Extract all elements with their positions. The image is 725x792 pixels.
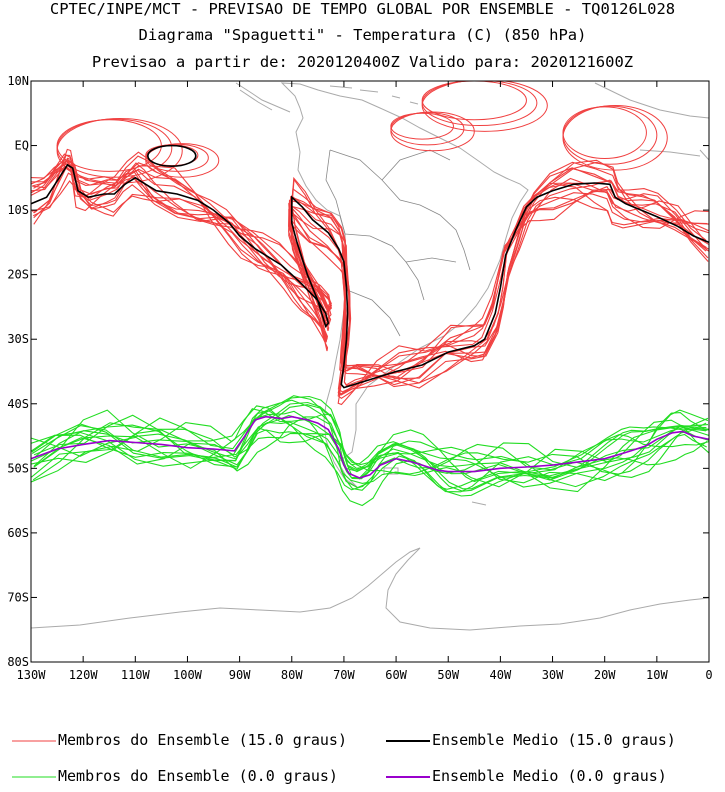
legend-label-member15: Membros do Ensemble (15.0 graus) bbox=[58, 731, 347, 749]
y-tick-label: 50S bbox=[7, 461, 29, 475]
legend-label-member0: Membros do Ensemble (0.0 graus) bbox=[58, 767, 338, 785]
y-tick-label: 70S bbox=[7, 590, 29, 604]
y-tick-label: 10N bbox=[7, 74, 29, 88]
y-tick-label: 80S bbox=[7, 655, 29, 669]
y-tick-label: EQ bbox=[15, 139, 29, 153]
member-0c-line-5 bbox=[31, 410, 708, 507]
south-america-coastline bbox=[280, 82, 529, 489]
member-15c-blob-15 bbox=[390, 111, 475, 152]
member-0c-line-8 bbox=[33, 414, 709, 481]
member-15c-blob-3 bbox=[145, 143, 220, 178]
member-15c-line-12 bbox=[33, 154, 708, 393]
y-tick-label: 20S bbox=[7, 268, 29, 282]
antarctica-coastline bbox=[31, 547, 709, 631]
member-0c-line-14 bbox=[33, 421, 707, 480]
member-0c-line-15 bbox=[31, 395, 709, 497]
x-tick-label: 50W bbox=[437, 668, 459, 682]
x-tick-label: 110W bbox=[121, 668, 151, 682]
member-0c-line-6 bbox=[31, 399, 709, 490]
legend-label-mean0: Ensemble Medio (0.0 graus) bbox=[432, 767, 667, 785]
member-0c-line-10 bbox=[31, 401, 709, 492]
y-tick-label: 10S bbox=[7, 203, 29, 217]
x-tick-label: 30W bbox=[542, 668, 564, 682]
member-15c-blob-9 bbox=[562, 105, 668, 171]
map-background bbox=[31, 82, 709, 631]
axis-ticks: 130W 120W 110W 100W 90W 80W 70W 60W 50W 40W 30W 20W… bbox=[7, 74, 712, 682]
mean-0c-line bbox=[31, 415, 709, 479]
member-0c-line-4 bbox=[33, 409, 709, 493]
plot-frame bbox=[30, 80, 710, 663]
member-15c-line-5 bbox=[31, 158, 709, 389]
member-15c-line-15 bbox=[31, 155, 709, 395]
mean-15c-line bbox=[31, 163, 709, 389]
member-0c-line-13 bbox=[31, 395, 709, 493]
x-tick-label: 70W bbox=[333, 668, 355, 682]
x-tick-label: 80W bbox=[281, 668, 303, 682]
x-tick-label: 100W bbox=[173, 668, 203, 682]
member-15c-line-8 bbox=[32, 153, 707, 368]
y-tick-label: 60S bbox=[7, 526, 29, 540]
x-tick-label: 0 bbox=[705, 668, 712, 682]
caribbean-islands bbox=[329, 85, 419, 105]
x-tick-label: 90W bbox=[229, 668, 251, 682]
title-line-3: Previsao a partir de: 2020120400Z Valido… bbox=[91, 53, 634, 71]
x-tick-label: 120W bbox=[69, 668, 99, 682]
y-tick-label: 40S bbox=[7, 397, 29, 411]
y-tick-label: 30S bbox=[7, 332, 29, 346]
member-15c-blob-6 bbox=[56, 117, 183, 184]
mean-15c-blob bbox=[147, 144, 197, 168]
title-line-2: Diagrama "Spaguetti" - Temperatura (C) (… bbox=[138, 26, 587, 44]
country-borders bbox=[325, 149, 471, 337]
member-15c-line-13 bbox=[31, 161, 709, 388]
member-15c-blob-12 bbox=[421, 81, 548, 132]
x-tick-label: 130W bbox=[17, 668, 47, 682]
x-tick-label: 10W bbox=[646, 668, 668, 682]
x-tick-label: 40W bbox=[490, 668, 512, 682]
ensemble-members bbox=[31, 81, 709, 507]
member-0c-line-3 bbox=[33, 409, 709, 488]
member-0c-line-12 bbox=[31, 410, 707, 491]
x-tick-label: 60W bbox=[385, 668, 407, 682]
south-georgia bbox=[471, 501, 487, 506]
legend-label-mean15: Ensemble Medio (15.0 graus) bbox=[432, 731, 676, 749]
x-tick-label: 20W bbox=[594, 668, 616, 682]
ensemble-means bbox=[31, 144, 709, 479]
title-line-1: CPTEC/INPE/MCT - PREVISAO DE TEMPO GLOBA… bbox=[49, 0, 676, 18]
central-america-coastline bbox=[235, 82, 291, 113]
legend: Membros do Ensemble (15.0 graus) Ensemble… bbox=[12, 731, 676, 785]
